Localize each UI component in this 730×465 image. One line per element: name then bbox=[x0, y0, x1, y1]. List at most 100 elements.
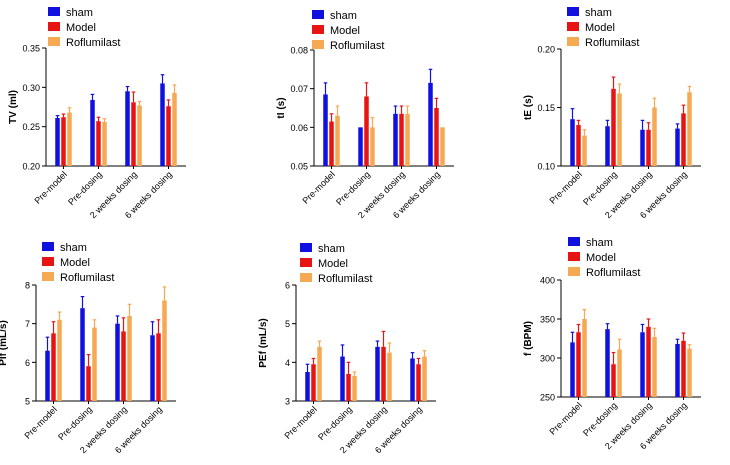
bar-model-3 bbox=[646, 129, 651, 166]
y-tick-label: 0.05 bbox=[290, 162, 308, 172]
legend-label: Model bbox=[585, 22, 615, 34]
bar-model-3 bbox=[131, 102, 136, 166]
legend-swatch bbox=[300, 273, 312, 282]
y-tick-label: 0.25 bbox=[22, 122, 40, 132]
x-tick-label: Pre-model bbox=[300, 169, 336, 205]
bar-sham-1 bbox=[570, 342, 575, 397]
legend-swatch bbox=[568, 252, 580, 261]
legend-label: sham bbox=[586, 237, 613, 249]
y-tick-label: 300 bbox=[540, 354, 555, 364]
x-tick-label: Pre-model bbox=[22, 404, 58, 440]
y-tick-label: 0.20 bbox=[537, 45, 555, 55]
legend-swatch bbox=[568, 237, 580, 246]
y-tick-label: 0.06 bbox=[290, 123, 308, 133]
legend-label: Roflumilast bbox=[586, 267, 640, 279]
x-tick-label: Pre-model bbox=[282, 404, 318, 440]
bar-roflumilast-1 bbox=[335, 115, 340, 166]
bar-model-4 bbox=[416, 364, 421, 401]
chart-panel-5: sham Model Roflumilast 3 4 5 6 PEf (mL/s) Pre-mo… bbox=[258, 243, 436, 455]
legend-label: Model bbox=[586, 252, 616, 264]
bar-sham-1 bbox=[55, 118, 60, 166]
bar-model-1 bbox=[329, 121, 334, 166]
legend-label: Roflumilast bbox=[318, 273, 372, 285]
y-tick-label: 0.08 bbox=[290, 46, 308, 56]
chart-panel-3: sham Model Roflumilast 0.10 0.15 0.20 tE (s) Pr… bbox=[523, 7, 701, 220]
bar-sham-4 bbox=[675, 343, 680, 397]
legend-swatch bbox=[300, 243, 312, 252]
y-axis-label: f (BPM) bbox=[523, 321, 534, 356]
legend-swatch bbox=[312, 10, 324, 19]
x-tick-label: Pre-dosing bbox=[66, 169, 104, 207]
legend-label: Model bbox=[318, 258, 348, 270]
legend-label: Roflumilast bbox=[585, 37, 639, 49]
x-tick-label: Pre-model bbox=[547, 400, 583, 436]
bar-roflumilast-3 bbox=[652, 107, 657, 166]
bar-model-1 bbox=[576, 125, 581, 166]
y-tick-label: 0.20 bbox=[22, 162, 40, 172]
bar-sham-1 bbox=[45, 350, 50, 401]
chart-panel-2: sham Model Roflumilast 0.05 0.06 0.07 0.08 tI (… bbox=[276, 10, 454, 220]
legend-swatch bbox=[312, 25, 324, 34]
legend-swatch bbox=[42, 272, 54, 281]
bar-roflumilast-4 bbox=[687, 348, 692, 397]
bar-roflumilast-2 bbox=[92, 327, 97, 401]
y-tick-label: 8 bbox=[25, 281, 30, 291]
legend-swatch bbox=[300, 258, 312, 267]
bar-roflumilast-1 bbox=[582, 319, 587, 397]
bar-roflumilast-2 bbox=[102, 121, 107, 166]
y-tick-label: 5 bbox=[285, 319, 290, 329]
bar-model-4 bbox=[681, 340, 686, 397]
legend-label: sham bbox=[60, 242, 87, 254]
bar-model-4 bbox=[681, 113, 686, 166]
legend-swatch bbox=[48, 22, 60, 31]
legend-swatch bbox=[48, 7, 60, 16]
y-tick-label: 7 bbox=[25, 319, 30, 329]
legend-label: Model bbox=[330, 25, 360, 37]
bar-model-2 bbox=[96, 121, 101, 166]
bar-model-2 bbox=[346, 373, 351, 401]
bar-model-3 bbox=[399, 113, 404, 166]
legend-label: sham bbox=[318, 243, 345, 255]
bar-sham-3 bbox=[640, 332, 645, 397]
bar-roflumilast-3 bbox=[387, 352, 392, 401]
chart-panel-4: sham Model Roflumilast 5 6 7 8 PIf (mL/s) Pre-mo… bbox=[0, 242, 176, 455]
bar-roflumilast-3 bbox=[137, 105, 142, 166]
bar-sham-2 bbox=[90, 99, 95, 166]
bar-model-2 bbox=[611, 88, 616, 166]
legend-swatch bbox=[568, 267, 580, 276]
legend-label: Model bbox=[66, 22, 96, 34]
y-axis-label: PIf (mL/s) bbox=[0, 320, 9, 366]
bar-model-2 bbox=[86, 366, 91, 401]
bar-roflumilast-3 bbox=[127, 315, 132, 401]
legend-swatch bbox=[312, 40, 324, 49]
chart-panel-1: sham Model Roflumilast 0.20 0.25 0.30 0.35 TV (… bbox=[8, 7, 186, 220]
bar-sham-4 bbox=[428, 82, 433, 166]
chart-panel-6: sham Model Roflumilast 250 300 350 400 f (BPM) P… bbox=[523, 237, 701, 451]
legend-swatch bbox=[567, 22, 579, 31]
legend-swatch bbox=[567, 7, 579, 16]
legend-label: sham bbox=[66, 7, 93, 19]
bar-sham-3 bbox=[115, 323, 120, 401]
bar-model-4 bbox=[166, 106, 171, 166]
y-tick-label: 3 bbox=[285, 397, 290, 407]
bar-sham-4 bbox=[160, 83, 165, 166]
bar-roflumilast-4 bbox=[440, 127, 445, 166]
bar-roflumilast-4 bbox=[422, 356, 427, 401]
y-tick-label: 0.07 bbox=[290, 84, 308, 94]
bar-sham-2 bbox=[80, 308, 85, 401]
bar-roflumilast-2 bbox=[370, 127, 375, 166]
x-tick-label: Pre-dosing bbox=[581, 400, 619, 438]
bar-model-2 bbox=[611, 364, 616, 397]
legend-label: Roflumilast bbox=[330, 40, 384, 52]
x-tick-label: Pre-dosing bbox=[334, 169, 372, 207]
bar-roflumilast-2 bbox=[617, 93, 622, 166]
legend-swatch bbox=[48, 37, 60, 46]
legend-label: Model bbox=[60, 257, 90, 269]
bar-model-1 bbox=[311, 364, 316, 401]
y-tick-label: 6 bbox=[25, 358, 30, 368]
x-tick-label: Pre-model bbox=[547, 169, 583, 205]
bar-sham-1 bbox=[570, 119, 575, 166]
bar-roflumilast-3 bbox=[652, 336, 657, 397]
bar-roflumilast-1 bbox=[582, 135, 587, 166]
